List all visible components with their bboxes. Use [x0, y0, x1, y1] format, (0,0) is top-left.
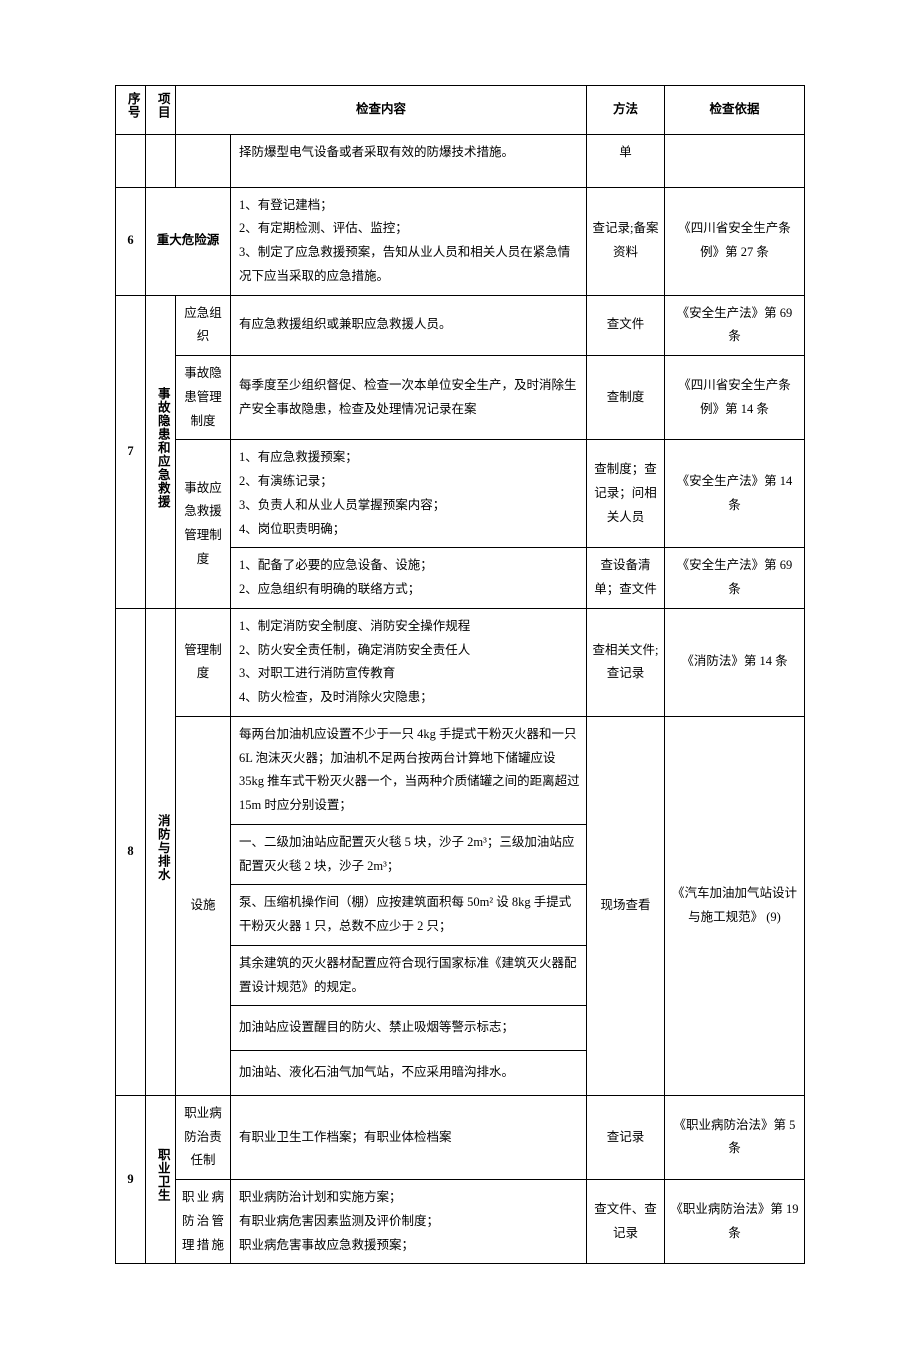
cell-method: 查文件、查记录	[587, 1180, 665, 1264]
cell-category	[146, 134, 176, 187]
table-row: 事故隐患管理制度 每季度至少组织督促、检查一次本单位安全生产，及时消除生产安全事…	[116, 356, 805, 440]
table-row: 设施 每两台加油机应设置不少于一只 4kg 手提式干粉灭火器和一只 6L 泡沫灭…	[116, 716, 805, 824]
cell-category: 重大危险源	[146, 187, 231, 295]
cell-basis: 《职业病防治法》第 19 条	[665, 1180, 805, 1264]
cell-basis: 《汽车加油加气站设计与施工规范》 (9)	[665, 716, 805, 1095]
header-basis: 检查依据	[665, 86, 805, 135]
table-row: 9 职业卫生 职业病防治责任制 有职业卫生工作档案；有职业体检档案 查记录 《职…	[116, 1095, 805, 1179]
cell-sub: 应急组织	[176, 295, 231, 356]
cell-content: 1、有应急救援预案；2、有演练记录；3、负责人和从业人员掌握预案内容；4、岗位职…	[231, 440, 587, 548]
cell-method: 查制度；查记录；问相关人员	[587, 440, 665, 548]
table-header-row: 序号 项目 检查内容 方法 检查依据	[116, 86, 805, 135]
cell-content: 每季度至少组织督促、检查一次本单位安全生产，及时消除生产安全事故隐患，检查及处理…	[231, 356, 587, 440]
cell-content: 每两台加油机应设置不少于一只 4kg 手提式干粉灭火器和一只 6L 泡沫灭火器；…	[231, 716, 587, 824]
cell-seq	[116, 134, 146, 187]
cell-seq: 9	[116, 1095, 146, 1264]
cell-method: 查设备清单；查文件	[587, 548, 665, 609]
table-row: 事故应急救援管理制度 1、有应急救援预案；2、有演练记录；3、负责人和从业人员掌…	[116, 440, 805, 548]
cell-sub: 事故应急救援管理制度	[176, 440, 231, 609]
cell-method: 查制度	[587, 356, 665, 440]
cell-category: 职业卫生	[146, 1095, 176, 1264]
cell-basis: 《安全生产法》第 69 条	[665, 295, 805, 356]
cell-content: 泵、压缩机操作间（棚）应按建筑面积每 50m² 设 8kg 手提式干粉灭火器 1…	[231, 885, 587, 946]
cell-sub: 设施	[176, 716, 231, 1095]
cell-content: 有职业卫生工作档案；有职业体检档案	[231, 1095, 587, 1179]
cell-sub: 事故隐患管理制度	[176, 356, 231, 440]
cell-method: 查相关文件;查记录	[587, 608, 665, 716]
cell-content: 有应急救援组织或兼职应急救援人员。	[231, 295, 587, 356]
cell-sub	[176, 134, 231, 187]
cell-method: 单	[587, 134, 665, 187]
cell-content: 加油站、液化石油气加气站，不应采用暗沟排水。	[231, 1051, 587, 1096]
cell-basis: 《安全生产法》第 69 条	[665, 548, 805, 609]
cell-seq: 8	[116, 608, 146, 1095]
cell-basis: 《消防法》第 14 条	[665, 608, 805, 716]
cell-basis: 《安全生产法》第 14 条	[665, 440, 805, 548]
cell-basis: 《职业病防治法》第 5 条	[665, 1095, 805, 1179]
header-seq: 序号	[116, 86, 146, 135]
cell-sub: 职业病防治管理措施	[176, 1180, 231, 1264]
cell-basis: 《四川省安全生产条例》第 14 条	[665, 356, 805, 440]
cell-seq: 6	[116, 187, 146, 295]
cell-seq: 7	[116, 295, 146, 608]
cell-method: 查文件	[587, 295, 665, 356]
table-row: 7 事故隐患和应急救援 应急组织 有应急救援组织或兼职应急救援人员。 查文件 《…	[116, 295, 805, 356]
cell-basis	[665, 134, 805, 187]
cell-content: 择防爆型电气设备或者采取有效的防爆技术措施。	[231, 134, 587, 187]
cell-content: 一、二级加油站应配置灭火毯 5 块，沙子 2m³；三级加油站应配置灭火毯 2 块…	[231, 824, 587, 885]
cell-method: 查记录;备案资料	[587, 187, 665, 295]
cell-category: 消防与排水	[146, 608, 176, 1095]
header-method: 方法	[587, 86, 665, 135]
cell-content: 1、制定消防安全制度、消防安全操作规程2、防火安全责任制，确定消防安全责任人3、…	[231, 608, 587, 716]
cell-content: 职业病防治计划和实施方案；有职业病危害因素监测及评价制度；职业病危害事故应急救援…	[231, 1180, 587, 1264]
cell-content: 1、配备了必要的应急设备、设施；2、应急组织有明确的联络方式；	[231, 548, 587, 609]
header-content: 检查内容	[176, 86, 587, 135]
table-row: 职业病防治管理措施 职业病防治计划和实施方案；有职业病危害因素监测及评价制度；职…	[116, 1180, 805, 1264]
cell-content: 1、有登记建档；2、有定期检测、评估、监控；3、制定了应急救援预案，告知从业人员…	[231, 187, 587, 295]
table-row: 8 消防与排水 管理制度 1、制定消防安全制度、消防安全操作规程2、防火安全责任…	[116, 608, 805, 716]
cell-sub: 管理制度	[176, 608, 231, 716]
cell-sub: 职业病防治责任制	[176, 1095, 231, 1179]
cell-category: 事故隐患和应急救援	[146, 295, 176, 608]
table-row: 6 重大危险源 1、有登记建档；2、有定期检测、评估、监控；3、制定了应急救援预…	[116, 187, 805, 295]
inspection-table: 序号 项目 检查内容 方法 检查依据 择防爆型电气设备或者采取有效的防爆技术措施…	[115, 85, 805, 1264]
cell-basis: 《四川省安全生产条例》第 27 条	[665, 187, 805, 295]
cell-content: 加油站应设置醒目的防火、禁止吸烟等警示标志；	[231, 1006, 587, 1051]
cell-content: 其余建筑的灭火器材配置应符合现行国家标准《建筑灭火器配置设计规范》的规定。	[231, 945, 587, 1006]
cell-method: 现场查看	[587, 716, 665, 1095]
cell-method: 查记录	[587, 1095, 665, 1179]
table-row: 择防爆型电气设备或者采取有效的防爆技术措施。 单	[116, 134, 805, 187]
header-category: 项目	[146, 86, 176, 135]
